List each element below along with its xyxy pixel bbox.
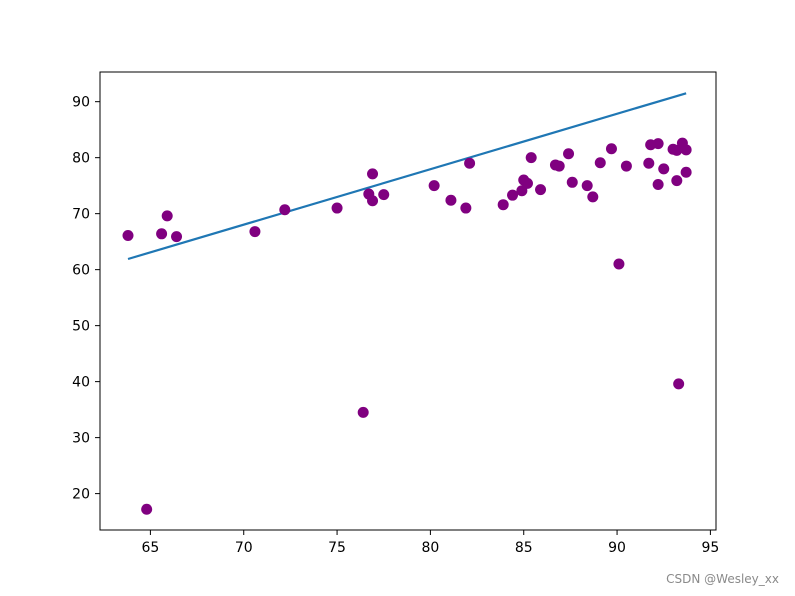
scatter-point bbox=[497, 199, 509, 211]
regression-line bbox=[127, 92, 687, 261]
scatter-points-layer bbox=[122, 137, 692, 515]
x-tick-label: 95 bbox=[701, 540, 719, 556]
x-tick-label: 85 bbox=[515, 540, 533, 556]
scatter-point bbox=[122, 229, 134, 241]
y-tick-label: 30 bbox=[72, 431, 90, 447]
scatter-point bbox=[605, 143, 617, 155]
scatter-point bbox=[643, 157, 655, 169]
scatter-point bbox=[673, 378, 685, 390]
scatter-point bbox=[671, 175, 683, 187]
watermark: CSDN @Wesley_xx bbox=[666, 572, 779, 586]
plot-frame bbox=[99, 71, 717, 531]
y-tick-label: 90 bbox=[72, 95, 90, 111]
scatter-point bbox=[594, 157, 606, 169]
y-tick-label: 40 bbox=[72, 375, 90, 391]
scatter-point bbox=[331, 202, 343, 214]
scatter-point bbox=[445, 194, 457, 206]
scatter-point bbox=[141, 503, 153, 515]
scatter-point bbox=[171, 231, 183, 243]
x-tick-label: 70 bbox=[235, 540, 253, 556]
scatter-point bbox=[563, 148, 575, 160]
scatter-point bbox=[378, 189, 390, 201]
scatter-point bbox=[464, 157, 476, 169]
y-tick-label: 80 bbox=[72, 151, 90, 167]
scatter-point bbox=[613, 258, 625, 270]
scatter-point bbox=[156, 228, 168, 240]
scatter-point bbox=[525, 152, 537, 164]
y-tick-label: 50 bbox=[72, 319, 90, 335]
scatter-point bbox=[507, 189, 519, 201]
scatter-point bbox=[521, 177, 533, 189]
x-tick-label: 75 bbox=[328, 540, 346, 556]
scatter-point bbox=[553, 160, 565, 172]
scatter-point bbox=[680, 166, 692, 178]
scatter-point bbox=[367, 168, 379, 180]
plot-border bbox=[99, 71, 717, 531]
y-tick-label: 60 bbox=[72, 263, 90, 279]
x-tick-label: 90 bbox=[608, 540, 626, 556]
axis-ticks: 65 70 75 80 85 90 95 20 30 40 50 60 70 80 90 bbox=[72, 95, 719, 556]
regression-line-layer bbox=[127, 92, 687, 261]
scatter-point bbox=[652, 179, 664, 191]
scatter-point bbox=[620, 160, 632, 172]
y-tick-label: 20 bbox=[72, 487, 90, 503]
scatter-point bbox=[658, 163, 670, 175]
scatter-point bbox=[357, 406, 369, 418]
scatter-point bbox=[680, 144, 692, 156]
scatter-point bbox=[566, 176, 578, 188]
scatter-point bbox=[460, 202, 472, 214]
x-tick-label: 65 bbox=[141, 540, 159, 556]
x-tick-label: 80 bbox=[421, 540, 439, 556]
scatter-point bbox=[249, 226, 261, 238]
scatter-point bbox=[279, 204, 291, 216]
y-tick-label: 70 bbox=[72, 207, 90, 223]
scatter-point bbox=[587, 191, 599, 203]
scatter-point bbox=[652, 138, 664, 150]
scatter-point bbox=[161, 210, 173, 222]
scatter-point bbox=[428, 180, 440, 192]
scatter-point bbox=[535, 184, 547, 196]
scatter-point bbox=[581, 180, 593, 192]
scatter-point bbox=[367, 195, 379, 207]
